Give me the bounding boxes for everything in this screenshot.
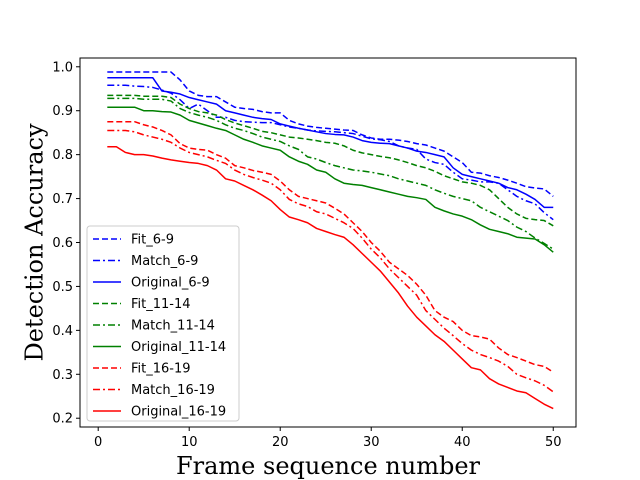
legend-label: Fit_16-19 bbox=[131, 362, 191, 377]
x-tick-label: 0 bbox=[94, 435, 102, 450]
legend-label: Match_6-9 bbox=[131, 254, 198, 269]
legend-label: Match_16-19 bbox=[131, 383, 215, 398]
y-tick-label: 0.8 bbox=[52, 148, 73, 163]
series-line-original-16-19 bbox=[107, 145, 554, 410]
axes: 0 10 20 30 40 50 0.2 0.3 0.4 0.5 0.6 0.7 0.8 0.9 1.0 bbox=[52, 60, 561, 450]
series-line-fit-16-19 bbox=[107, 120, 554, 373]
y-axis-title: Detection Accuracy bbox=[21, 123, 49, 361]
y-tick-label: 0.3 bbox=[52, 368, 73, 383]
y-tick-label: 0.6 bbox=[52, 236, 73, 251]
y-tick-label: 1.0 bbox=[52, 60, 73, 75]
series-line-original-6-9 bbox=[107, 77, 554, 209]
x-tick-label: 40 bbox=[454, 435, 471, 450]
x-tick-label: 10 bbox=[181, 435, 198, 450]
series-line-fit-11-14 bbox=[107, 94, 554, 227]
legend-label: Fit_6-9 bbox=[131, 233, 174, 248]
y-tick-label: 0.4 bbox=[52, 324, 73, 339]
series-line-match-6-9 bbox=[107, 84, 554, 221]
legend-label: Original_11-14 bbox=[131, 340, 226, 355]
y-tick-label: 0.2 bbox=[52, 412, 73, 427]
x-tick-label: 30 bbox=[363, 435, 380, 450]
legend-frame bbox=[86, 225, 240, 422]
y-tick-label: 0.7 bbox=[52, 192, 73, 207]
legend-label: Fit_11-14 bbox=[131, 297, 191, 312]
y-tick-label: 0.9 bbox=[52, 104, 73, 119]
series-line-fit-6-9 bbox=[107, 71, 554, 197]
series-layer bbox=[107, 71, 554, 410]
series-line-match-16-19 bbox=[107, 129, 554, 393]
series-line-original-11-14 bbox=[107, 106, 554, 253]
x-tick-label: 50 bbox=[545, 435, 562, 450]
legend-label: Original_16-19 bbox=[131, 405, 226, 420]
x-tick-label: 20 bbox=[272, 435, 289, 450]
x-axis-title: Frame sequence number bbox=[176, 452, 481, 480]
legend-label: Original_6-9 bbox=[131, 276, 210, 291]
legend: Fit_6-9 Match_6-9 Original_6-9 Fit_11-14 Mat… bbox=[86, 225, 240, 422]
series-line-match-11-14 bbox=[107, 97, 554, 250]
legend-label: Match_11-14 bbox=[131, 319, 215, 334]
y-tick-label: 0.5 bbox=[52, 280, 73, 295]
